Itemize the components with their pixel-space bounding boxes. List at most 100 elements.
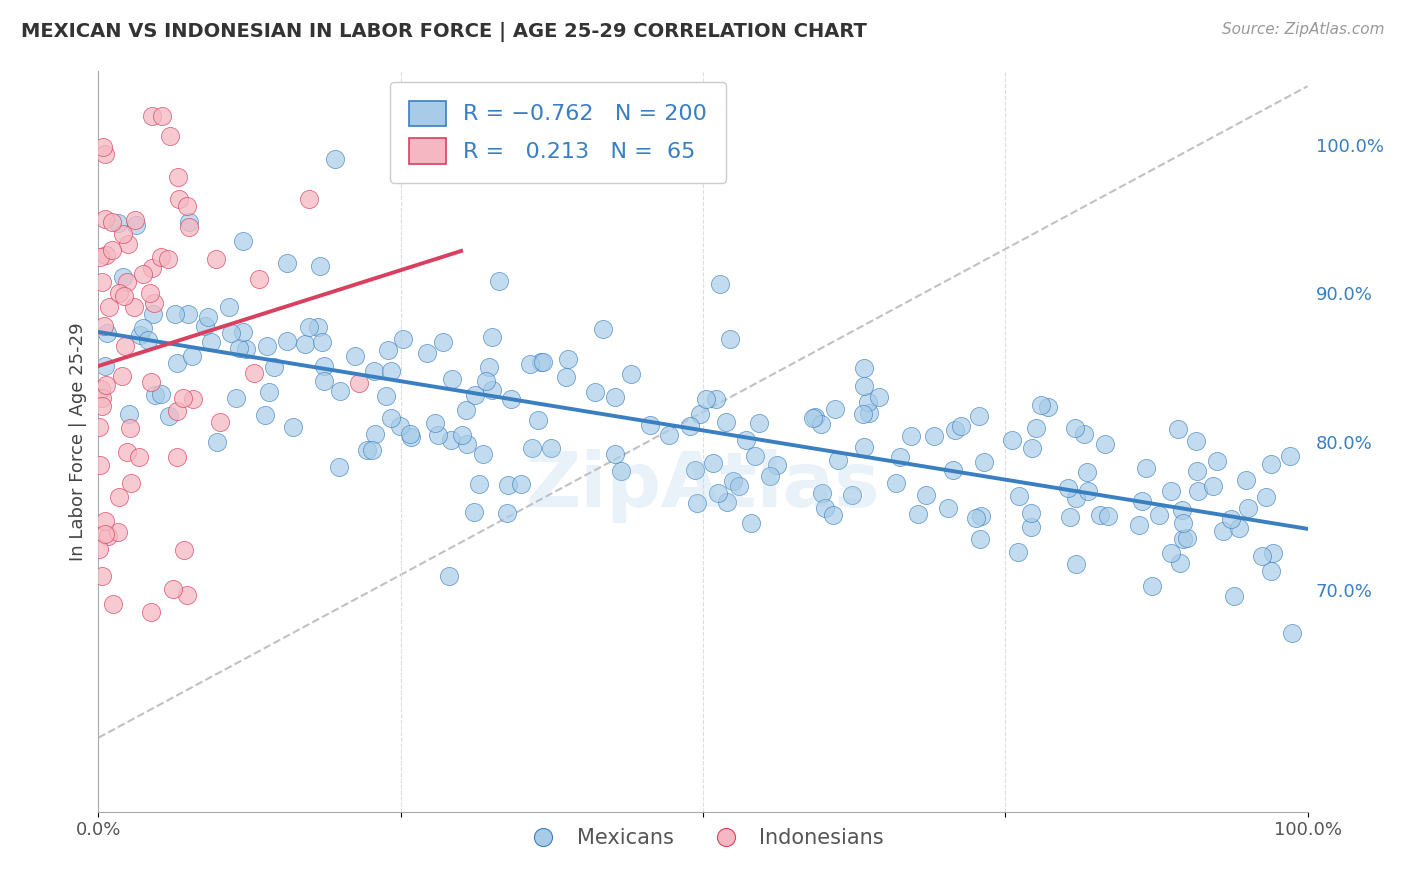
Point — [686, 496, 709, 510]
Point — [235, 343, 257, 357]
Point — [132, 320, 155, 334]
Point — [1090, 508, 1112, 523]
Point — [356, 443, 378, 458]
Point — [488, 274, 510, 288]
Point — [1076, 465, 1098, 479]
Point — [922, 429, 945, 443]
Point — [1019, 519, 1042, 533]
Point — [1234, 474, 1257, 488]
Point — [889, 450, 911, 464]
Point — [456, 403, 478, 417]
Point — [180, 349, 202, 363]
Point — [1059, 510, 1081, 524]
Point — [949, 419, 972, 434]
Point — [439, 433, 461, 447]
Point — [100, 243, 122, 257]
Point — [973, 455, 995, 469]
Point — [1130, 494, 1153, 508]
Point — [914, 488, 936, 502]
Point — [519, 357, 541, 371]
Legend: Mexicans, Indonesians: Mexicans, Indonesians — [515, 820, 891, 857]
Point — [177, 307, 200, 321]
Point — [399, 427, 422, 442]
Point — [194, 318, 217, 333]
Point — [451, 427, 474, 442]
Point — [380, 410, 402, 425]
Point — [432, 335, 454, 350]
Point — [197, 310, 219, 324]
Point — [172, 391, 194, 405]
Point — [1237, 500, 1260, 515]
Point — [810, 417, 832, 431]
Point — [427, 428, 450, 442]
Point — [89, 458, 111, 473]
Point — [858, 406, 880, 420]
Point — [748, 416, 770, 430]
Point — [437, 569, 460, 583]
Point — [530, 355, 553, 369]
Point — [94, 527, 117, 541]
Point — [821, 508, 844, 522]
Point — [1128, 518, 1150, 533]
Point — [852, 407, 875, 421]
Point — [1149, 508, 1171, 522]
Point — [94, 359, 117, 373]
Point — [166, 450, 188, 464]
Point — [101, 597, 124, 611]
Point — [111, 227, 134, 241]
Point — [689, 407, 711, 421]
Point — [328, 459, 350, 474]
Point — [1094, 437, 1116, 451]
Point — [801, 411, 824, 425]
Point — [425, 416, 447, 430]
Point — [605, 391, 627, 405]
Point — [527, 412, 550, 426]
Point — [90, 569, 112, 583]
Point — [531, 355, 554, 369]
Point — [111, 368, 134, 383]
Point — [143, 388, 166, 402]
Point — [307, 319, 329, 334]
Point — [868, 390, 890, 404]
Point — [117, 237, 139, 252]
Text: ZipAtlas: ZipAtlas — [526, 449, 880, 523]
Point — [401, 430, 423, 444]
Point — [1281, 626, 1303, 640]
Point — [112, 269, 135, 284]
Point — [294, 336, 316, 351]
Point — [1220, 512, 1243, 526]
Point — [1175, 531, 1198, 545]
Point — [1001, 433, 1024, 447]
Point — [706, 486, 728, 500]
Point — [886, 475, 908, 490]
Point — [709, 277, 731, 291]
Point — [1076, 484, 1098, 499]
Point — [177, 215, 200, 229]
Point — [900, 429, 922, 443]
Point — [942, 463, 965, 477]
Point — [141, 605, 163, 619]
Point — [225, 391, 247, 405]
Point — [150, 109, 173, 123]
Point — [312, 359, 335, 374]
Point — [464, 387, 486, 401]
Point — [149, 387, 172, 401]
Point — [232, 234, 254, 248]
Point — [120, 475, 142, 490]
Point — [232, 326, 254, 340]
Text: MEXICAN VS INDONESIAN IN LABOR FORCE | AGE 25-29 CORRELATION CHART: MEXICAN VS INDONESIAN IN LABOR FORCE | A… — [21, 22, 868, 42]
Point — [1173, 516, 1195, 530]
Point — [852, 440, 875, 454]
Point — [440, 371, 463, 385]
Point — [165, 308, 187, 322]
Point — [204, 252, 226, 266]
Point — [96, 377, 118, 392]
Point — [965, 511, 987, 525]
Point — [364, 427, 387, 442]
Point — [115, 445, 138, 459]
Point — [107, 490, 129, 504]
Point — [555, 370, 578, 384]
Point — [143, 296, 166, 310]
Point — [243, 366, 266, 380]
Point — [221, 326, 243, 340]
